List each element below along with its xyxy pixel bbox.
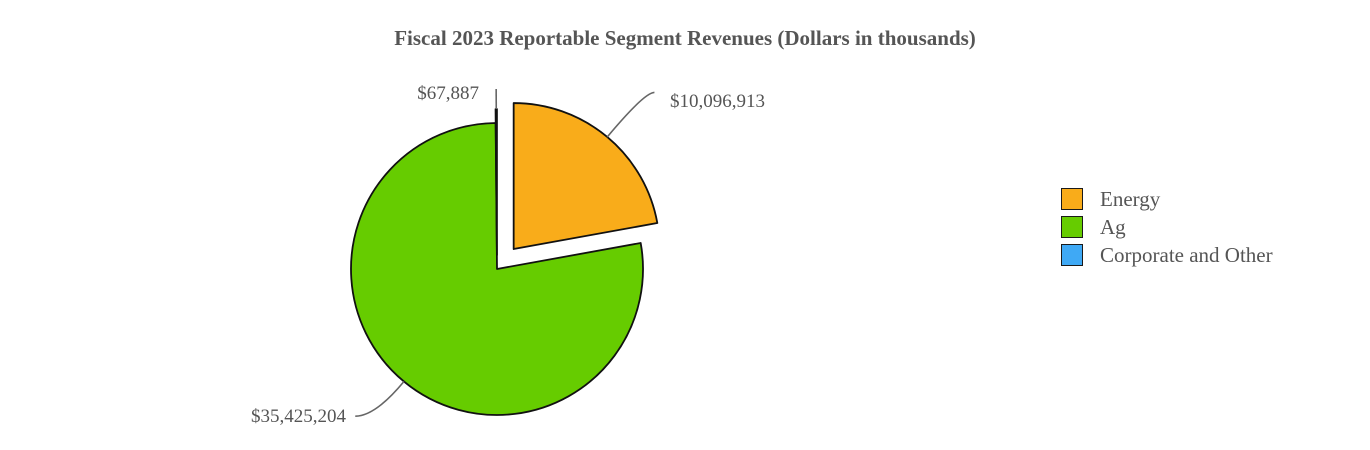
data-label-ag: $35,425,204: [251, 406, 347, 427]
pie-slice-corporate-and-other[interactable]: [494, 108, 498, 256]
legend-label-ag: Ag: [1100, 214, 1126, 239]
legend-swatch-energy: [1061, 188, 1083, 210]
legend-item-corporate-and-other[interactable]: Corporate and Other: [1061, 241, 1273, 269]
leader-line-ag: [355, 380, 405, 417]
legend-swatch-corporate-and-other: [1061, 244, 1083, 266]
chart-title: Fiscal 2023 Reportable Segment Revenues …: [394, 26, 976, 50]
pie-slice-ag[interactable]: [350, 122, 644, 416]
legend: Energy Ag Corporate and Other: [1061, 185, 1273, 269]
legend-swatch-ag: [1061, 216, 1083, 238]
data-label-corporate-and-other: $67,887: [417, 83, 479, 104]
leader-line-energy: [606, 91, 655, 138]
legend-label-corporate-and-other: Corporate and Other: [1100, 242, 1273, 267]
legend-label-energy: Energy: [1100, 186, 1161, 211]
legend-item-energy[interactable]: Energy: [1061, 185, 1273, 213]
pie-slice-energy[interactable]: [512, 102, 659, 250]
legend-item-ag[interactable]: Ag: [1061, 213, 1273, 241]
data-label-energy: $10,096,913: [670, 91, 765, 112]
